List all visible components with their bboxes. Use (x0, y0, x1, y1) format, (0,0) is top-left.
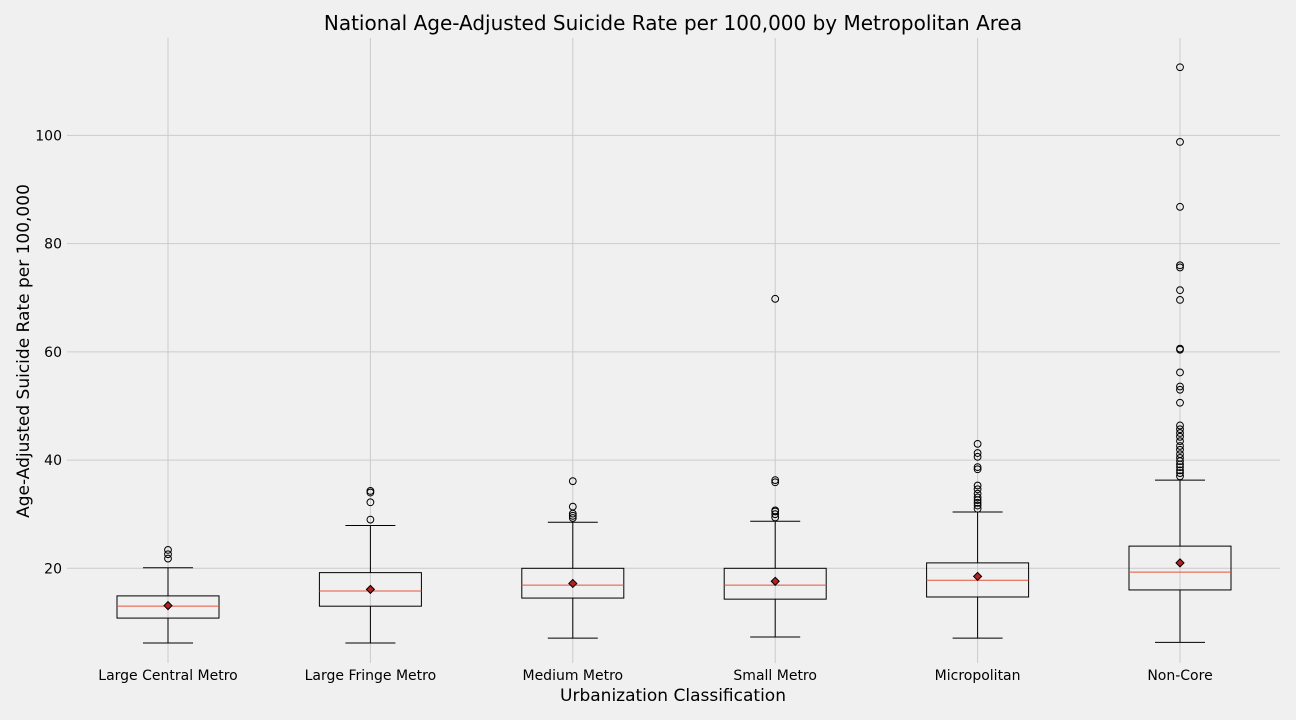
x-axis-label: Urbanization Classification (560, 686, 786, 706)
mean-marker (163, 600, 173, 611)
box-group (1128, 63, 1232, 643)
outlier-point (1176, 429, 1184, 437)
outlier-point (973, 485, 982, 494)
outlier-point (973, 452, 982, 461)
box-group (521, 477, 625, 639)
outlier-point (1176, 202, 1184, 211)
outlier-point (771, 478, 780, 487)
mean-marker (1175, 558, 1185, 568)
outlier-point (1176, 344, 1184, 353)
x-tick-label: Small Metro (733, 668, 817, 684)
y-tick-label: 40 (44, 453, 62, 469)
y-tick-label: 20 (44, 561, 62, 577)
y-axis-label: Age-Adjusted Suicide Rate per 100,000 (14, 184, 34, 518)
outlier-point (771, 294, 780, 303)
outlier-point (973, 465, 982, 474)
outlier-point (164, 546, 172, 554)
outlier-point (1176, 398, 1184, 407)
outlier-point (973, 493, 982, 502)
outlier-point (973, 439, 982, 448)
outlier-point (1176, 382, 1184, 391)
x-tick-label: Large Fringe Metro (305, 668, 437, 684)
y-tick-label: 60 (44, 345, 62, 361)
x-tick-label: Medium Metro (522, 668, 623, 684)
outlier-point (1176, 421, 1184, 430)
outlier-point (1176, 454, 1184, 462)
iqr-box (521, 567, 625, 599)
iqr-box (318, 572, 422, 607)
outlier-point (568, 502, 577, 511)
y-tick-label: 80 (44, 237, 62, 253)
x-tick-labels: Large Central Metro Large Fringe Metro Med… (98, 668, 1212, 684)
boxes (116, 63, 1232, 644)
outlier-point (973, 481, 982, 490)
outlier-point (366, 498, 375, 507)
outlier-point (1176, 432, 1184, 441)
mean-marker (568, 578, 578, 589)
box-group (926, 439, 1030, 639)
mean-marker (972, 571, 983, 582)
outlier-point (1176, 450, 1184, 459)
outlier-point (1176, 137, 1184, 146)
outlier-point (1176, 385, 1184, 394)
outlier-point (1176, 286, 1184, 295)
grid-layer (67, 38, 1280, 663)
outlier-point (771, 476, 780, 484)
outlier-point (1176, 445, 1184, 454)
outlier-point (1176, 469, 1184, 477)
y-tick-labels: 20 40 60 80 100 (35, 128, 62, 577)
box-group (723, 294, 827, 638)
outlier-point (164, 554, 172, 563)
x-tick-label: Micropolitan (935, 668, 1021, 684)
outlier-point (1176, 425, 1184, 434)
outlier-point (973, 504, 982, 513)
iqr-box (1128, 545, 1232, 591)
outlier-point (973, 498, 982, 507)
chart-title: National Age-Adjusted Suicide Rate per 1… (324, 11, 1022, 35)
x-tick-label: Large Central Metro (98, 668, 237, 684)
iqr-box (116, 595, 220, 619)
outlier-point (1176, 63, 1184, 72)
outlier-point (568, 514, 577, 522)
outlier-point (1176, 442, 1184, 450)
outlier-point (164, 550, 172, 559)
outlier-point (1176, 463, 1184, 472)
outlier-point (771, 506, 780, 515)
outlier-point (568, 511, 577, 520)
outlier-point (1176, 368, 1184, 377)
outlier-point (366, 515, 375, 524)
outlier-point (366, 487, 375, 495)
outlier-point (973, 501, 982, 510)
outlier-point (973, 449, 982, 457)
outlier-point (973, 463, 982, 472)
outlier-point (1176, 437, 1184, 446)
outlier-point (568, 477, 577, 486)
mean-marker (365, 584, 376, 595)
iqr-box (723, 567, 827, 600)
outlier-point (771, 510, 780, 519)
outlier-point (1176, 296, 1184, 304)
x-tick-label: Non-Core (1147, 668, 1212, 684)
mean-marker (770, 576, 780, 586)
outlier-point (1176, 472, 1184, 481)
y-tick-label: 100 (35, 128, 62, 144)
box-group (318, 487, 422, 644)
outlier-point (1176, 261, 1184, 270)
outlier-point (973, 489, 982, 498)
outlier-point (1176, 263, 1184, 272)
outlier-point (1176, 466, 1184, 475)
box-group (116, 546, 220, 644)
